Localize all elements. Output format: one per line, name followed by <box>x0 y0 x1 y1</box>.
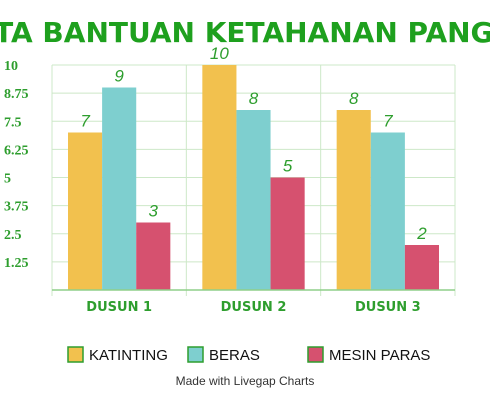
data-label: 3 <box>149 202 159 221</box>
bar <box>102 87 137 290</box>
legend: KATINTING BERAS MESIN PARAS <box>67 346 430 364</box>
legend-label: BERAS <box>209 347 260 364</box>
y-axis: 1.25 2.5 3.75 5 6.25 7.5 8.75 10 <box>4 59 29 271</box>
bars <box>68 65 439 290</box>
x-tick-label: DUSUN 1 <box>86 300 152 315</box>
legend-swatch <box>187 346 204 363</box>
bar <box>370 132 405 290</box>
data-label: 5 <box>283 157 293 176</box>
x-axis: DUSUN 1 DUSUN 2 DUSUN 3 <box>52 289 455 315</box>
bar <box>336 110 371 290</box>
data-label: 8 <box>249 89 259 108</box>
legend-swatch <box>67 346 84 363</box>
chart-title: DATA BANTUAN KETAHANAN PANGAN <box>0 16 490 49</box>
bar <box>202 65 237 290</box>
data-label: 2 <box>416 224 427 243</box>
footer-credit: Made with Livegap Charts <box>176 374 315 388</box>
y-tick-label: 3.75 <box>4 200 29 215</box>
y-tick-label: 10 <box>4 59 18 74</box>
y-tick-label: 6.25 <box>4 143 29 158</box>
bar <box>404 245 439 290</box>
data-labels: 7 9 3 10 8 5 8 7 2 <box>80 44 427 243</box>
legend-label: KATINTING <box>89 347 168 364</box>
bar <box>136 222 171 290</box>
x-tick-label: DUSUN 2 <box>221 300 287 315</box>
bar <box>68 132 103 290</box>
x-tick-label: DUSUN 3 <box>355 300 421 315</box>
y-tick-label: 8.75 <box>4 87 29 102</box>
bar <box>270 177 305 290</box>
legend-label: MESIN PARAS <box>329 347 430 364</box>
y-tick-label: 2.5 <box>4 228 22 243</box>
data-label: 8 <box>349 89 359 108</box>
data-label: 10 <box>210 44 229 63</box>
y-tick-label: 7.5 <box>4 115 22 130</box>
y-tick-label: 5 <box>4 172 11 187</box>
bar <box>236 110 271 290</box>
data-label: 9 <box>114 67 124 86</box>
data-label: 7 <box>383 112 393 131</box>
legend-swatch <box>307 346 324 363</box>
data-label: 7 <box>80 112 90 131</box>
y-tick-label: 1.25 <box>4 256 29 271</box>
